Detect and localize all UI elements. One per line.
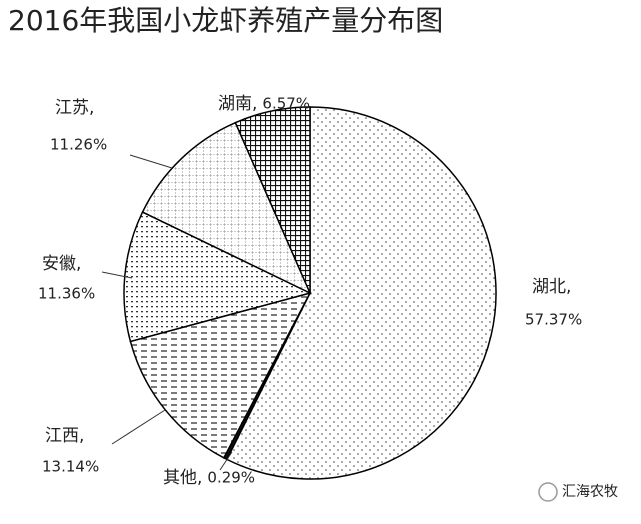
pie-slice [234,106,311,294]
watermark: 汇海农牧 [538,482,618,502]
value-label: 11.26% [50,136,107,154]
value-label: 13.14% [42,458,99,476]
pie-slice [141,121,312,295]
value-label: 57.37% [525,311,582,329]
value-label: 0.29% [207,469,255,487]
slice-label: 湖北, [532,277,571,297]
value-label: 11.36% [38,285,95,303]
slice-label: 其他, [163,468,202,488]
watermark-icon [538,482,558,502]
slice-label: 湖南, [218,94,257,114]
chart-title: 2016年我国小龙虾养殖产量分布图 [8,4,443,37]
leader-line [111,409,166,445]
pie-slice [129,291,312,459]
value-label: 6.57% [262,95,310,113]
leader-line [101,271,133,279]
pie-slice [225,106,497,480]
slice-label: 江西, [45,426,84,446]
slice-label: 江苏, [55,98,94,118]
leader-line [129,154,173,169]
watermark-text: 汇海农牧 [562,484,618,500]
pie-slice [123,211,313,343]
leader-line [219,451,233,471]
slice-label: 安徽, [42,254,81,274]
